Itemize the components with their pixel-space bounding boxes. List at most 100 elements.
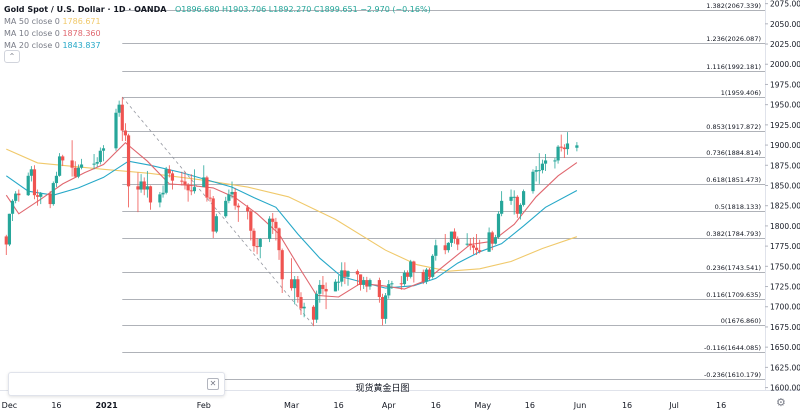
fib-level-label: 1.116(1992.181) [706, 63, 761, 71]
time-tick-label: Feb [197, 401, 211, 410]
close-icon[interactable]: ✕ [207, 378, 219, 390]
price-tick-label: 1675.000 [770, 323, 800, 332]
candle-body [512, 196, 516, 198]
fib-level-label: 0(1676.860) [721, 317, 761, 325]
candle-body [515, 196, 519, 214]
symbol-title[interactable]: Gold Spot / U.S. Dollar · 1D · OANDA [4, 5, 167, 14]
candle-body [14, 193, 18, 201]
price-tick-label: 1600.000 [770, 384, 800, 393]
candle-body [540, 163, 544, 171]
candle-body [318, 284, 322, 294]
ma20-row[interactable]: MA 20 close 0 1843.837 [4, 40, 431, 52]
fib-level-label: -0.116(1644.085) [704, 344, 761, 352]
candle-body [446, 242, 450, 251]
candle-body [117, 104, 121, 113]
candle-body [402, 272, 407, 285]
candle-body [509, 196, 513, 201]
candle-body [368, 280, 372, 287]
candle-body [148, 186, 153, 203]
candle-body [346, 271, 350, 277]
candle-body [365, 280, 369, 287]
candle-body [299, 297, 303, 309]
candle-body [377, 280, 381, 298]
candle-body [98, 150, 102, 163]
candle-body [380, 297, 385, 319]
floating-panel: ✕ [8, 372, 225, 396]
chevron-up-icon[interactable]: ⌃ [4, 50, 20, 63]
candle-body [443, 245, 447, 251]
candle-body [170, 173, 175, 181]
candle-body [362, 280, 366, 285]
candle-body [92, 163, 96, 165]
candle-body [478, 250, 482, 252]
candle-body [167, 169, 171, 174]
time-tick-label: 16 [622, 401, 632, 410]
ohlc-readout: O1896.680 H1903.706 L1892.270 C1899.651 … [174, 5, 431, 14]
candle-body [26, 175, 30, 196]
price-tick-label: 1725.000 [770, 283, 800, 292]
ma10-label: MA 10 close 0 [4, 29, 60, 38]
candle-body [79, 164, 84, 168]
price-tick-label: 1750.000 [770, 262, 800, 271]
candle-body [324, 288, 328, 292]
time-tick-label: Dec [2, 401, 17, 410]
ma10-row[interactable]: MA 10 close 0 1878.360 [4, 28, 431, 40]
candle-body [333, 281, 338, 292]
price-tick-label: 1625.000 [770, 363, 800, 372]
candle-body [36, 195, 40, 197]
candle-body [521, 191, 526, 205]
candle-body [387, 284, 391, 296]
candle-body [431, 255, 435, 277]
candle-body [101, 148, 106, 151]
candle-body [236, 205, 240, 208]
ma50-line [6, 148, 578, 272]
candle-body [500, 200, 504, 214]
time-tick-label: Jun [573, 401, 587, 410]
candle-body [565, 143, 570, 150]
candle-body [424, 269, 428, 282]
candle-body [161, 192, 165, 195]
ma50-row[interactable]: MA 50 close 0 1786.671 [4, 16, 431, 28]
candle-body [246, 207, 250, 212]
candle-body [556, 146, 560, 161]
chart-watermark: 现货黄金日图 [355, 384, 410, 394]
candle-body [474, 247, 479, 251]
candle-body [202, 177, 206, 188]
ma20-label: MA 20 close 0 [4, 41, 60, 50]
candle-body [230, 191, 234, 195]
candle-body [4, 236, 8, 245]
candle-body [390, 283, 394, 285]
fib-level-label: 0.5(1818.133) [715, 203, 761, 211]
candle-body [296, 279, 300, 298]
candle-body [453, 231, 457, 239]
fib-level-label: 0.853(1917.872) [706, 123, 761, 131]
price-tick-label: 1800.000 [770, 222, 800, 231]
time-tick-label: Apr [382, 401, 397, 410]
time-tick-label: Mar [284, 401, 300, 410]
time-tick-label: 16 [431, 401, 441, 410]
candle-body [399, 283, 403, 285]
candle-body [120, 104, 124, 131]
candle-body [405, 272, 410, 277]
candle-body [412, 261, 416, 272]
candle-body [249, 211, 253, 231]
candle-body [465, 243, 469, 245]
candle-body [311, 306, 316, 320]
candle-body [123, 130, 128, 136]
candle-body [70, 160, 74, 168]
candle-body [277, 228, 281, 251]
ma20-value: 1843.837 [62, 41, 101, 50]
fib-level-label: 0.382(1784.793) [706, 230, 761, 238]
candle-body [7, 213, 12, 245]
gear-icon[interactable]: ⚙ [776, 396, 786, 409]
price-tick-label: 2025.000 [770, 40, 800, 49]
candle-body [409, 261, 413, 277]
candle-body [487, 232, 491, 252]
candle-body [114, 112, 118, 149]
candle-body [164, 169, 168, 193]
candle-body [211, 198, 215, 232]
fib-level-label: 0.618(1851.473) [706, 176, 761, 184]
fib-level-label: 1.236(2026.087) [706, 35, 761, 43]
